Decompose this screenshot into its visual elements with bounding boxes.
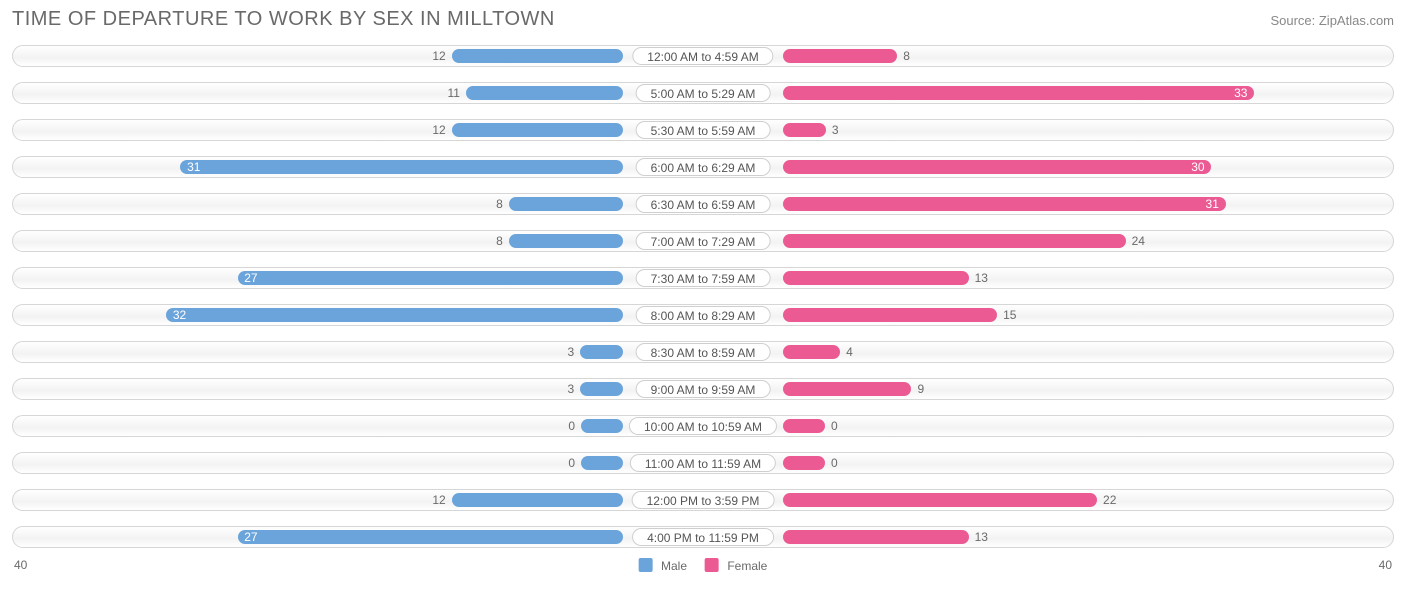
row-time-label: 12:00 PM to 3:59 PM [632, 491, 775, 509]
value-male: 0 [568, 455, 575, 471]
value-male: 3 [568, 344, 575, 360]
bar-male [580, 345, 623, 359]
chart-row: 8 31 6:30 AM to 6:59 AM [12, 187, 1394, 221]
value-male: 0 [568, 418, 575, 434]
chart-row: 12 8 12:00 AM to 4:59 AM [12, 39, 1394, 73]
row-time-label: 8:00 AM to 8:29 AM [636, 306, 771, 324]
row-time-label: 11:00 AM to 11:59 AM [630, 454, 776, 472]
bar-male [581, 456, 623, 470]
value-female: 33 [1234, 85, 1247, 101]
value-female: 30 [1191, 159, 1204, 175]
value-male: 8 [496, 196, 503, 212]
value-female: 9 [917, 381, 924, 397]
value-male: 3 [568, 381, 575, 397]
value-male: 27 [244, 529, 257, 545]
chart-row: 3 9 9:00 AM to 9:59 AM [12, 372, 1394, 406]
bar-female [783, 419, 825, 433]
bar-male [581, 419, 623, 433]
legend: Male Female [639, 558, 768, 573]
value-female: 15 [1003, 307, 1016, 323]
row-time-label: 9:00 AM to 9:59 AM [636, 380, 771, 398]
chart-row: 12 22 12:00 PM to 3:59 PM [12, 483, 1394, 517]
diverging-bar-chart: 12812:00 AM to 4:59 AM11335:00 AM to 5:2… [12, 39, 1394, 554]
chart-row: 31 30 6:00 AM to 6:29 AM [12, 150, 1394, 184]
legend-swatch-female [705, 558, 719, 572]
bar-male [238, 271, 623, 285]
bar-female [783, 456, 825, 470]
row-time-label: 5:30 AM to 5:59 AM [636, 121, 771, 139]
row-time-label: 7:30 AM to 7:59 AM [636, 269, 771, 287]
bar-female [783, 382, 911, 396]
row-time-label: 6:00 AM to 6:29 AM [636, 158, 771, 176]
bar-female [783, 234, 1126, 248]
value-female: 13 [975, 270, 988, 286]
chart-header: TIME OF DEPARTURE TO WORK BY SEX IN MILL… [12, 8, 1394, 31]
bar-female [783, 271, 969, 285]
bar-female [783, 345, 840, 359]
axis-max-right: 40 [1379, 558, 1392, 572]
value-male: 31 [187, 159, 200, 175]
bar-female [783, 86, 1254, 100]
value-female: 0 [831, 455, 838, 471]
value-male: 12 [432, 492, 445, 508]
bar-male [452, 493, 623, 507]
chart-row: 32 15 8:00 AM to 8:29 AM [12, 298, 1394, 332]
chart-row: 12 3 5:30 AM to 5:59 AM [12, 113, 1394, 147]
value-male: 11 [448, 85, 460, 101]
row-time-label: 8:30 AM to 8:59 AM [636, 343, 771, 361]
chart-source: Source: ZipAtlas.com [1270, 13, 1394, 28]
chart-row: 27 13 4:00 PM to 11:59 PM [12, 520, 1394, 554]
chart-row: 0 0 10:00 AM to 10:59 AM [12, 409, 1394, 443]
legend-male: Male [639, 558, 687, 573]
value-female: 22 [1103, 492, 1116, 508]
bar-female [783, 160, 1211, 174]
bar-female [783, 197, 1226, 211]
bar-male [580, 382, 623, 396]
bar-male [509, 234, 623, 248]
row-time-label: 10:00 AM to 10:59 AM [629, 417, 777, 435]
row-time-label: 5:00 AM to 5:29 AM [636, 84, 771, 102]
row-time-label: 7:00 AM to 7:29 AM [636, 232, 771, 250]
bar-male [466, 86, 623, 100]
row-time-label: 4:00 PM to 11:59 PM [632, 528, 774, 546]
bar-female [783, 123, 826, 137]
bar-male [166, 308, 623, 322]
bar-male [452, 123, 623, 137]
bar-male [180, 160, 623, 174]
chart-row: 11 33 5:00 AM to 5:29 AM [12, 76, 1394, 110]
value-male: 12 [432, 122, 445, 138]
legend-male-label: Male [661, 559, 687, 573]
value-female: 4 [846, 344, 853, 360]
value-female: 8 [903, 48, 910, 64]
axis-max-left: 40 [14, 558, 27, 572]
chart-footer: 40 Male Female 40 [12, 558, 1394, 578]
bar-female [783, 493, 1097, 507]
value-male: 12 [432, 48, 445, 64]
value-female: 31 [1206, 196, 1219, 212]
bar-female [783, 49, 897, 63]
bar-male [452, 49, 623, 63]
chart-row: 27 13 7:30 AM to 7:59 AM [12, 261, 1394, 295]
value-female: 0 [831, 418, 838, 434]
value-male: 27 [244, 270, 257, 286]
bar-male [238, 530, 623, 544]
value-female: 24 [1132, 233, 1145, 249]
value-male: 32 [173, 307, 186, 323]
chart-row: 8 24 7:00 AM to 7:29 AM [12, 224, 1394, 258]
chart-row: 0 0 11:00 AM to 11:59 AM [12, 446, 1394, 480]
value-female: 3 [832, 122, 839, 138]
bar-female [783, 530, 969, 544]
bar-male [509, 197, 623, 211]
value-male: 8 [496, 233, 503, 249]
row-time-label: 6:30 AM to 6:59 AM [636, 195, 771, 213]
legend-female: Female [705, 558, 767, 573]
legend-female-label: Female [727, 559, 767, 573]
chart-row: 3 4 8:30 AM to 8:59 AM [12, 335, 1394, 369]
bar-female [783, 308, 997, 322]
chart-title: TIME OF DEPARTURE TO WORK BY SEX IN MILL… [12, 8, 555, 31]
value-female: 13 [975, 529, 988, 545]
row-time-label: 12:00 AM to 4:59 AM [632, 47, 773, 65]
legend-swatch-male [639, 558, 653, 572]
